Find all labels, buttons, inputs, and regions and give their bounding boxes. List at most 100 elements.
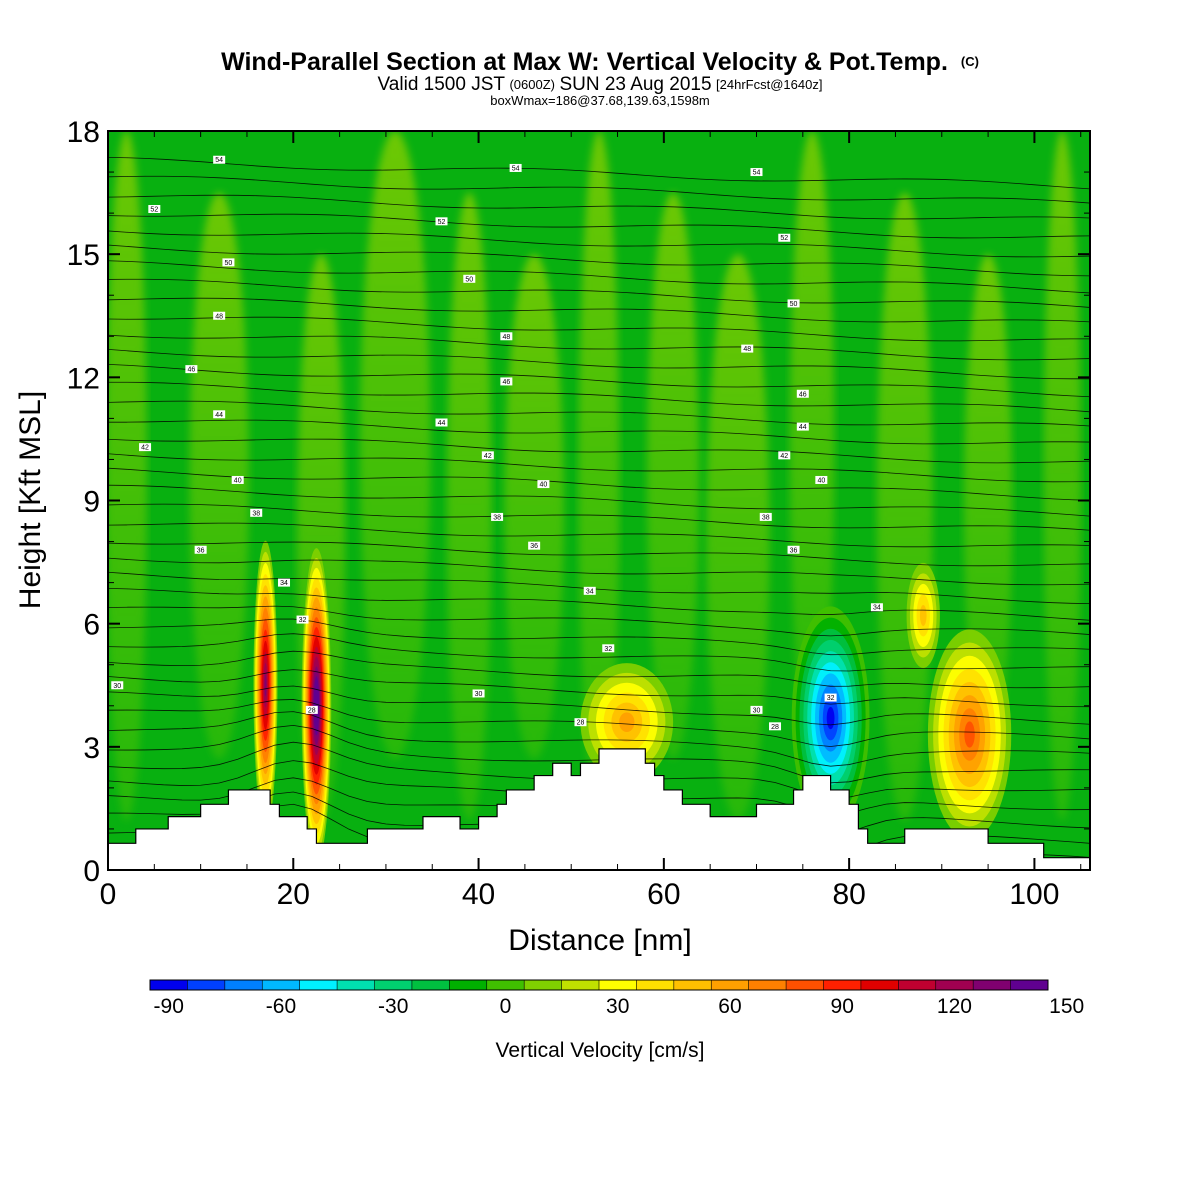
- isentrope-label-box: [305, 705, 318, 714]
- isentrope-label: 30: [753, 707, 761, 714]
- isentrope-label: 44: [215, 412, 223, 419]
- isentrope-label: 38: [493, 514, 501, 521]
- isentrope-label-box: [472, 689, 485, 698]
- isentrope-label: 28: [577, 720, 585, 727]
- isentrope-label-box: [213, 311, 226, 320]
- isentrope-label-box: [213, 155, 226, 164]
- isentrope-line: [108, 650, 1090, 689]
- isentrope-label: 52: [780, 235, 788, 242]
- isentrope-label-box: [509, 163, 522, 172]
- colorbar-swatch: [449, 980, 488, 990]
- isentrope-label: 50: [790, 301, 798, 308]
- colorbar-tick-label: 60: [718, 995, 741, 1018]
- isentrope-label: 40: [540, 482, 548, 489]
- x-axis-label: Distance [nm]: [508, 924, 691, 957]
- isentrope-label: 30: [475, 691, 483, 698]
- isentrope-label: 50: [465, 276, 473, 283]
- isentrope-label-box: [778, 451, 791, 460]
- y-tick-label: 6: [83, 609, 100, 642]
- isentrope-label-box: [759, 512, 772, 521]
- isentrope-line: [108, 348, 1090, 380]
- isentrope-label-box: [583, 586, 596, 595]
- velocity-contour-band: [919, 604, 927, 626]
- x-tick-label: 80: [832, 878, 865, 911]
- updraft-streak: [789, 131, 835, 760]
- y-tick-label: 0: [83, 855, 100, 888]
- isentrope-line: [108, 419, 1090, 445]
- colorbar-tick-label: 0: [500, 995, 512, 1018]
- isentrope-label: 28: [771, 724, 779, 731]
- isentrope-label: 42: [141, 445, 149, 452]
- isentrope-line: [108, 316, 1090, 342]
- isentrope-line: [108, 334, 1090, 361]
- updraft-streak: [504, 254, 564, 760]
- isentrope-label-box: [139, 443, 152, 452]
- colorbar-swatch: [748, 980, 787, 990]
- colorbar-swatch: [599, 980, 637, 990]
- colorbar-swatch: [150, 980, 188, 990]
- isentrope-line: [108, 484, 1090, 517]
- isentrope-line: [108, 669, 1090, 708]
- isentrope-label-box: [185, 365, 198, 374]
- y-axis-label: Height [Kft MSL]: [14, 391, 47, 609]
- colorbar-swatch: [299, 980, 338, 990]
- x-tick-label: 100: [1009, 878, 1059, 911]
- colorbar-tick-label: -90: [154, 995, 184, 1018]
- isentrope-label-box: [491, 512, 504, 521]
- colorbar-swatch: [374, 980, 413, 990]
- isentrope-line: [108, 156, 1090, 190]
- isentrope-line: [108, 633, 1090, 672]
- isentrope-label: 40: [234, 477, 242, 484]
- velocity-contour-band: [826, 706, 835, 730]
- isentrope-line: [108, 230, 1090, 258]
- x-tick-label: 0: [100, 878, 117, 911]
- isentrope-label-box: [537, 480, 550, 489]
- isentrope-line: [108, 244, 1090, 277]
- isentrope-label: 52: [150, 207, 158, 214]
- updraft-streak: [1043, 131, 1081, 821]
- isentrope-line: [108, 363, 1090, 398]
- colorbar-swatch: [1010, 980, 1049, 990]
- isentrope-label-box: [769, 722, 782, 731]
- isentrope-label: 44: [438, 420, 446, 427]
- isentrope-label-box: [250, 508, 263, 517]
- terrain: [108, 748, 1090, 870]
- isentrope-label: 30: [113, 683, 121, 690]
- title-block: Wind-Parallel Section at Max W: Vertical…: [221, 48, 979, 108]
- isentrope-line: [108, 213, 1090, 239]
- velocity-contour-band: [964, 721, 975, 748]
- colorbar-swatch: [636, 980, 675, 990]
- isentrope-label: 36: [790, 547, 798, 554]
- isentrope-label: 34: [586, 588, 594, 595]
- isentrope-line: [108, 175, 1090, 204]
- updraft-streak: [647, 192, 700, 760]
- x-tick-label: 20: [277, 878, 310, 911]
- isentrope-label-box: [824, 693, 837, 702]
- isentrope-label: 44: [799, 424, 807, 431]
- isentrope-label-box: [463, 274, 476, 283]
- isentrope-label-box: [500, 377, 513, 386]
- isentrope-line: [108, 453, 1090, 483]
- isentrope-line: [108, 541, 1090, 567]
- isentrope-line: [108, 557, 1090, 586]
- isentrope-label-box: [796, 389, 809, 398]
- colorbar: -90 -60 -30 0 30 60 90 120 150: [149, 979, 1084, 1018]
- title-valid-line: Valid 1500 JST (0600Z) SUN 23 Aug 2015 […: [378, 74, 823, 95]
- isentrope-label-box: [750, 705, 763, 714]
- colorbar-swatch: [860, 980, 899, 990]
- isentrope-label: 42: [780, 453, 788, 460]
- isentrope-label-box: [787, 545, 800, 554]
- isentrope-label: 46: [502, 379, 510, 386]
- velocity-contour-band: [619, 712, 635, 733]
- isentrope-line: [108, 438, 1090, 464]
- isentrope-label-box: [528, 541, 541, 550]
- isentrope-label: 42: [484, 453, 492, 460]
- isentrope-label-box: [500, 332, 513, 341]
- isentrope-line: [108, 587, 1090, 621]
- colorbar-swatch: [973, 980, 1012, 990]
- isentrope-label: 32: [299, 617, 307, 624]
- isentrope-line: [108, 278, 1090, 308]
- updraft-streak: [447, 192, 492, 821]
- isentrope-label: 40: [817, 477, 825, 484]
